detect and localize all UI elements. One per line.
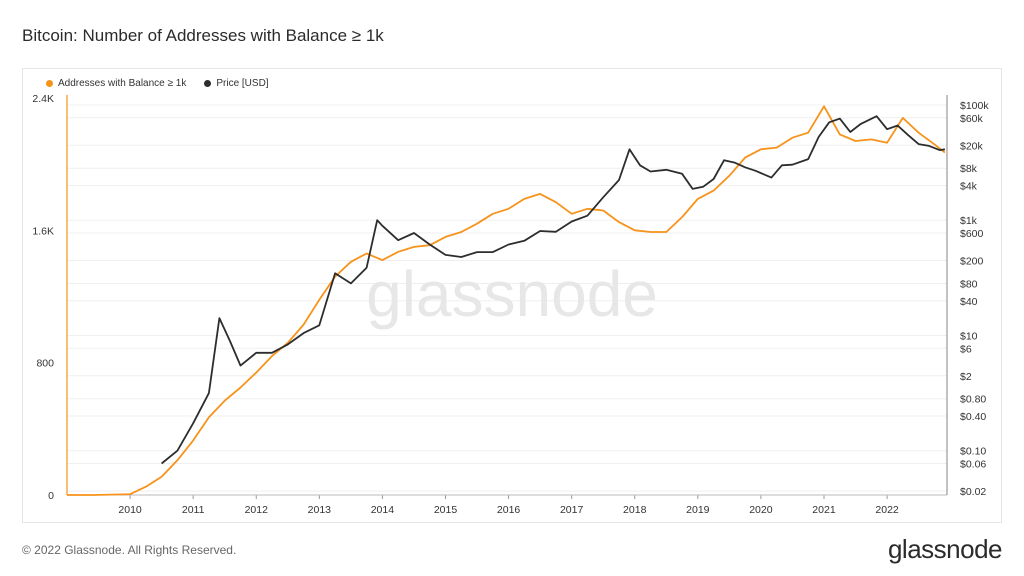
legend-label-addresses: Addresses with Balance ≥ 1k	[58, 78, 187, 89]
y-right-tick-label: $4k	[960, 181, 978, 193]
x-tick-label: 2018	[623, 504, 647, 516]
chart-frame	[22, 68, 1002, 523]
x-tick-label: 2021	[812, 504, 836, 516]
x-tick-label: 2014	[371, 504, 395, 516]
y-right-tick-label: $8k	[960, 163, 978, 175]
y-right-tick-label: $2	[960, 371, 972, 383]
y-right-tick-label: $6	[960, 343, 972, 355]
x-tick-label: 2010	[118, 504, 142, 516]
legend-marker-price	[204, 80, 212, 87]
legend-item-addresses[interactable]: Addresses with Balance ≥ 1k	[46, 78, 186, 89]
x-tick-label: 2013	[308, 504, 332, 516]
chart-legend: Addresses with Balance ≥ 1k Price [USD]	[46, 78, 269, 89]
y-right-tick-label: $0.02	[960, 486, 986, 498]
y-left-tick-label: 800	[36, 358, 54, 370]
price-series-line	[161, 115, 946, 465]
y-right-tick-label: $0.80	[960, 394, 986, 406]
x-tick-label: 2015	[434, 504, 458, 516]
x-tick-label: 2022	[875, 504, 899, 516]
brand-logo: glassnode	[887, 534, 1003, 564]
x-tick-label: 2017	[560, 504, 584, 516]
x-tick-label: 2012	[245, 504, 269, 516]
y-left-tick-label: 2.4K	[32, 93, 54, 105]
x-tick-label: 2020	[749, 504, 773, 516]
y-left-tick-label: 1.6K	[32, 225, 54, 237]
x-tick-label: 2011	[182, 504, 205, 516]
watermark: glassnode	[366, 258, 658, 330]
addresses-series-line	[67, 105, 946, 496]
y-right-tick-label: $0.40	[960, 411, 986, 423]
y-right-tick-label: $20k	[960, 140, 984, 152]
y-right-tick-label: $40	[960, 296, 978, 308]
legend-label-price: Price [USD]	[216, 78, 269, 89]
x-tick-label: 2019	[686, 504, 710, 516]
series-layer	[67, 105, 946, 496]
y-left-tick-label: 0	[48, 490, 54, 502]
y-right-tick-label: $60k	[960, 113, 984, 125]
axis-layer: $100k$60k$20k$8k$4k$1k$600$200$80$40$10$…	[32, 93, 989, 516]
grid-layer	[67, 104, 947, 492]
y-right-tick-label: $80	[960, 278, 978, 290]
legend-marker-addresses	[46, 80, 53, 87]
copyright-footer: © 2022 Glassnode. All Rights Reserved.	[22, 543, 237, 557]
y-right-tick-label: $0.06	[960, 459, 986, 471]
y-right-tick-label: $1k	[960, 215, 978, 227]
y-right-tick-label: $0.10	[960, 446, 986, 458]
x-tick-label: 2016	[497, 504, 521, 516]
legend-item-price[interactable]: Price [USD]	[204, 78, 269, 89]
y-right-tick-label: $10	[960, 330, 978, 342]
chart-title: Bitcoin: Number of Addresses with Balanc…	[22, 26, 384, 45]
y-right-tick-label: $100k	[960, 100, 989, 112]
y-right-tick-label: $600	[960, 228, 984, 240]
y-right-tick-label: $200	[960, 256, 984, 268]
